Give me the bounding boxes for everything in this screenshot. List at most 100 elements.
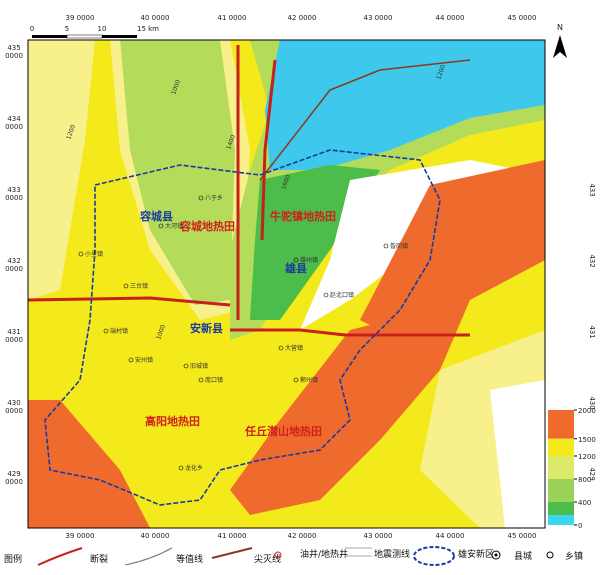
bottom-axis-label: 41 0000: [218, 532, 247, 540]
fault: [28, 296, 231, 307]
top-axis-label: 39 0000: [66, 14, 95, 22]
left-axis-label: 0000: [5, 265, 23, 273]
town-label: 鄚州镇: [300, 376, 318, 384]
legend-boundary: [413, 546, 455, 566]
legend-label: 县城: [514, 551, 532, 562]
town-label: 大河镇: [165, 222, 183, 230]
top-axis-label: 42 0000: [288, 14, 317, 22]
left-axis-label: 0000: [5, 123, 23, 131]
left-axis-label: 0000: [5, 407, 23, 415]
legend-well: [274, 551, 282, 559]
town-marker: [293, 257, 299, 263]
town-marker: [198, 377, 204, 383]
bottom-axis-label: 44 0000: [436, 532, 465, 540]
legend-title: 图例: [4, 553, 22, 565]
scale-segment: [102, 35, 137, 38]
left-axis-label: 0000: [5, 478, 23, 486]
contour-label: 1000: [155, 324, 167, 341]
town-marker: [198, 195, 204, 201]
town-marker: [323, 292, 329, 298]
legend-county: [491, 550, 501, 560]
contour-label: 1000: [170, 79, 182, 96]
region-label: 高阳地热田: [145, 414, 200, 428]
left-axis-label: 429: [7, 470, 20, 478]
town-marker: [278, 345, 284, 351]
town-label: 小里镇: [85, 250, 103, 258]
scale-bar: 0 5 10 15 km: [30, 25, 159, 39]
legend-town: [546, 551, 554, 559]
bottom-axis-label: 43 0000: [364, 532, 393, 540]
town-marker: [178, 465, 184, 471]
contour-label: 1200: [435, 64, 447, 81]
town-label: 雄州镇: [300, 256, 318, 264]
right-axis-label: 430: [588, 396, 596, 409]
town-marker: [183, 363, 189, 369]
colorbar-segment: [548, 456, 574, 479]
colorbar-label: 800: [578, 476, 591, 484]
left-axis-label: 0000: [5, 194, 23, 202]
axis-labels: 39 0000 40 0000 41 0000 42 0000 43 0000 44 00…: [5, 14, 596, 540]
town-label: 安州镇: [135, 356, 153, 364]
colorbar-segment: [548, 479, 574, 502]
town-marker: [103, 328, 109, 334]
right-axis-label: 429: [588, 467, 596, 480]
legend-label: 尖灭线: [254, 553, 281, 565]
town-marker: [158, 223, 164, 229]
colorbar: 2000 1500 1200 800 400 0: [548, 407, 596, 530]
region-label: 任丘潜山地热田: [244, 424, 322, 438]
scale-segment: [32, 35, 67, 38]
fault: [230, 328, 470, 337]
left-axis-label: 432: [7, 257, 20, 265]
left-axis-label: 430: [7, 399, 20, 407]
legend: 图例 断裂 等值线 尖灭线 油井/地热井 地震测线 雄安新区 县城 乡镇: [4, 546, 583, 566]
colorbar-segment: [548, 410, 574, 439]
top-axis-label: 41 0000: [218, 14, 247, 22]
top-axis-label: 40 0000: [141, 14, 170, 22]
legend-fault: [37, 547, 83, 566]
right-axis-label: 433: [588, 183, 596, 196]
town-label: 八于乡: [205, 195, 223, 202]
orange-area: [360, 160, 545, 340]
bottom-axis-label: 40 0000: [141, 532, 170, 540]
scale-label: 5: [65, 25, 69, 33]
county-label: 安新县: [190, 321, 223, 335]
legend-label: 雄安新区: [458, 548, 494, 560]
scale-label: 15 km: [137, 25, 159, 33]
north-arrow-shape: [553, 35, 567, 58]
contour-label: 1400: [225, 134, 237, 151]
town-label: 龙化乡: [185, 464, 203, 472]
fault: [260, 59, 277, 241]
left-axis-label: 433: [7, 186, 20, 194]
town-label: 大营镇: [285, 344, 303, 352]
left-axis-label: 435: [7, 44, 20, 52]
legend-label: 地震测线: [374, 548, 410, 560]
top-axis-label: 44 0000: [436, 14, 465, 22]
left-axis-label: 431: [7, 328, 20, 336]
contour-label: 1200: [65, 124, 77, 141]
town-label: 庞口镇: [205, 376, 223, 384]
pinchout-line: [259, 59, 471, 181]
scale-label: 10: [98, 25, 107, 33]
legend-label: 断裂: [90, 553, 108, 565]
town-label: 旧城镇: [190, 362, 208, 370]
town-label: 赵北口镇: [330, 291, 354, 299]
legend-contour: [124, 547, 173, 566]
colorbar-label: 400: [578, 499, 591, 507]
bottom-axis-label: 45 0000: [508, 532, 537, 540]
colorbar-label: 2000: [578, 407, 596, 415]
colorbar-label: 1200: [578, 453, 596, 461]
left-axis-label: 0000: [5, 52, 23, 60]
top-axis-label: 43 0000: [364, 14, 393, 22]
colorbar-label: 0: [578, 522, 582, 530]
contour-labels: 1000 1200 1400 1600 1000 1200: [65, 64, 447, 341]
county-label: 雄县: [284, 261, 307, 275]
map-frame: [27, 39, 546, 529]
north-arrow: N: [553, 23, 567, 58]
legend-label: 等值线: [176, 553, 203, 565]
scale-label: 0: [30, 25, 34, 33]
green-area: [120, 40, 235, 305]
town-marker: [293, 377, 299, 383]
county-label: 容城县: [139, 209, 173, 223]
